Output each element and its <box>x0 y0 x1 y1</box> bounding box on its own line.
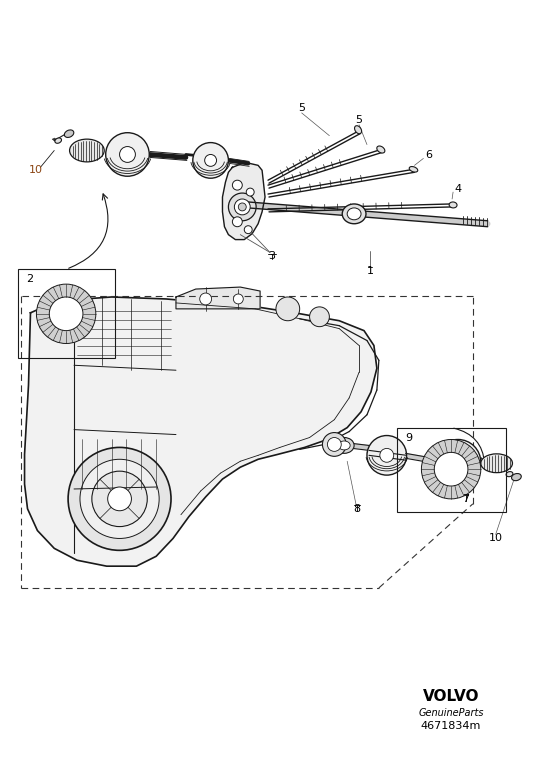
Circle shape <box>232 217 242 227</box>
Circle shape <box>450 454 466 470</box>
Circle shape <box>80 459 159 539</box>
Ellipse shape <box>481 454 513 472</box>
Ellipse shape <box>409 167 418 172</box>
Ellipse shape <box>342 204 366 224</box>
Circle shape <box>204 155 217 167</box>
Circle shape <box>68 447 171 551</box>
Circle shape <box>435 439 481 485</box>
Circle shape <box>229 193 256 221</box>
Text: 5: 5 <box>298 103 305 113</box>
Polygon shape <box>25 297 377 566</box>
Text: 4671834m: 4671834m <box>421 722 482 731</box>
Circle shape <box>367 436 407 475</box>
Ellipse shape <box>506 472 513 477</box>
Ellipse shape <box>65 130 74 138</box>
Bar <box>18 269 115 358</box>
Circle shape <box>309 307 329 327</box>
Circle shape <box>232 180 242 190</box>
Circle shape <box>49 297 83 331</box>
Circle shape <box>235 199 250 215</box>
Text: 7: 7 <box>462 494 470 504</box>
Circle shape <box>193 142 229 178</box>
Polygon shape <box>223 163 265 239</box>
Circle shape <box>105 133 149 176</box>
Circle shape <box>37 284 96 343</box>
Ellipse shape <box>334 437 354 454</box>
Circle shape <box>380 448 394 462</box>
Circle shape <box>119 146 136 163</box>
Text: 5: 5 <box>356 115 363 125</box>
Text: 10: 10 <box>489 533 502 543</box>
Circle shape <box>322 432 346 457</box>
Ellipse shape <box>355 126 362 134</box>
Text: 3: 3 <box>268 251 275 261</box>
Ellipse shape <box>69 139 104 162</box>
Circle shape <box>233 294 243 304</box>
Circle shape <box>92 472 147 526</box>
Circle shape <box>276 297 300 321</box>
Bar <box>397 428 506 511</box>
Polygon shape <box>176 287 260 309</box>
Circle shape <box>238 203 246 211</box>
Text: 4: 4 <box>455 184 462 194</box>
Circle shape <box>244 226 252 234</box>
Text: VOLVO: VOLVO <box>423 689 479 705</box>
Ellipse shape <box>449 202 457 208</box>
Text: 6: 6 <box>425 150 432 160</box>
Circle shape <box>108 487 131 511</box>
Text: 8: 8 <box>353 504 360 514</box>
Ellipse shape <box>377 146 385 153</box>
Ellipse shape <box>512 474 521 481</box>
Circle shape <box>246 188 254 196</box>
Ellipse shape <box>347 208 361 220</box>
Text: 10: 10 <box>29 165 43 175</box>
Ellipse shape <box>55 138 61 143</box>
Text: 9: 9 <box>405 432 412 443</box>
Ellipse shape <box>338 441 350 450</box>
Circle shape <box>200 293 211 305</box>
Text: GenuineParts: GenuineParts <box>419 708 484 718</box>
Text: 2: 2 <box>26 274 33 284</box>
Circle shape <box>328 437 341 451</box>
Circle shape <box>434 452 468 486</box>
Text: 1: 1 <box>366 266 373 276</box>
Circle shape <box>421 439 481 499</box>
